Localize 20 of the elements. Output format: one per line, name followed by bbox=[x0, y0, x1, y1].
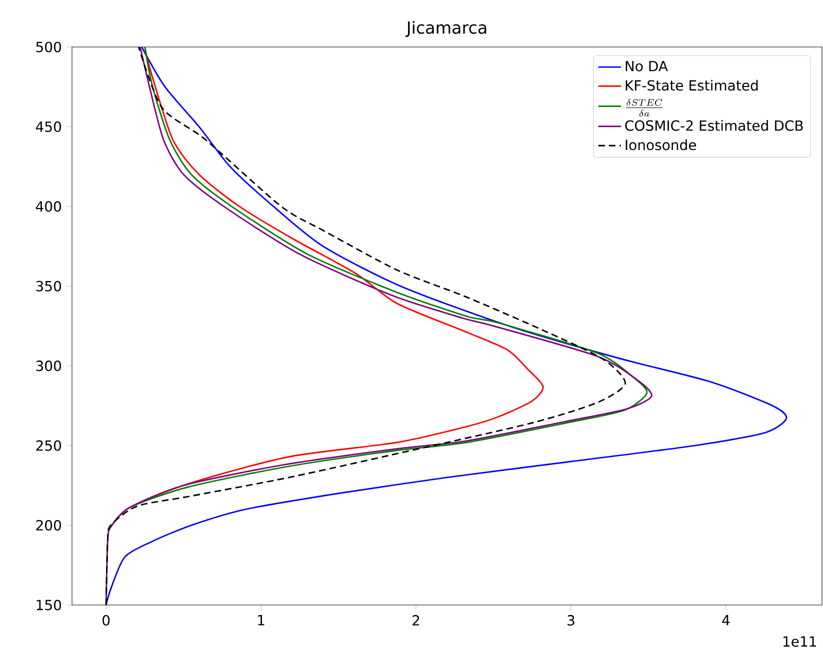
y-tick-label: 200 bbox=[36, 520, 62, 531]
y-tick-label: 400 bbox=[36, 201, 62, 212]
y-tick-label: 350 bbox=[36, 280, 62, 292]
x-tick-label: 3 bbox=[568, 615, 574, 626]
legend-label: Ionosonde bbox=[626, 139, 696, 150]
x-tick-label: 1 bbox=[258, 615, 264, 626]
y-tick-label: 150 bbox=[36, 600, 62, 610]
x-tick-label: 0 bbox=[102, 615, 110, 626]
legend-label: $\frac{\delta STEC}{\delta a}$ bbox=[626, 98, 663, 117]
y-tick-label: 450 bbox=[36, 121, 62, 132]
legend-label: KF-State Estimated bbox=[626, 80, 758, 91]
text: 1e11 bbox=[783, 636, 816, 647]
x-tick-label: 4 bbox=[722, 615, 730, 626]
legend-label: COSMIC-2 Estimated DCB bbox=[625, 120, 803, 131]
chart-title: Jicamarca bbox=[406, 20, 486, 37]
x-tick-label: 2 bbox=[412, 615, 420, 626]
legend-label: No DA bbox=[626, 60, 668, 72]
y-tick-label: 500 bbox=[36, 42, 62, 52]
y-tick-label: 300 bbox=[36, 360, 62, 372]
y-tick-label: 250 bbox=[36, 440, 62, 451]
